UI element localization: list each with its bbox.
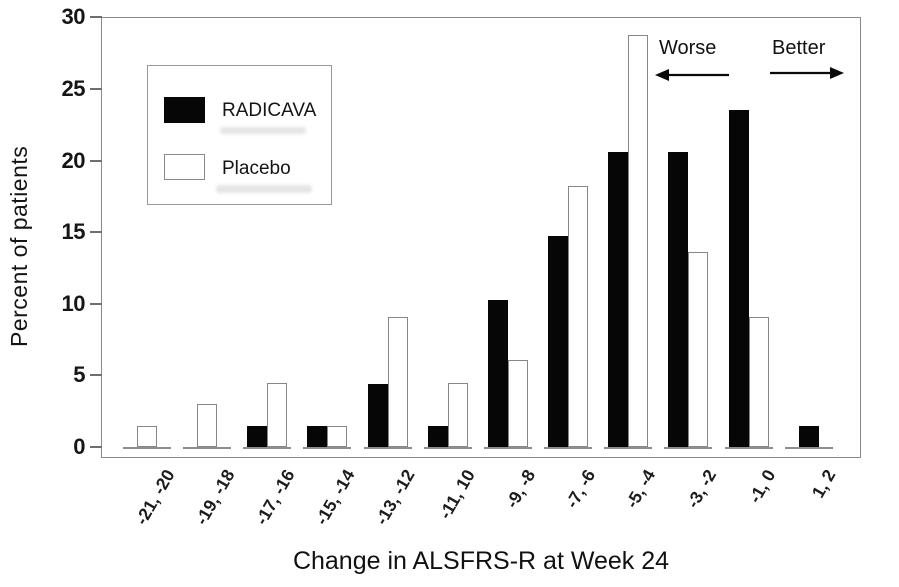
- x-tick-label: -17, -16: [251, 466, 299, 529]
- bar-group: [544, 17, 593, 449]
- y-tick-label: 5: [73, 362, 85, 388]
- legend-label-radicava: RADICAVA: [222, 100, 317, 121]
- x-tick-label: -19, -18: [191, 466, 239, 529]
- bar-group: [664, 17, 713, 449]
- bar-group: [303, 17, 352, 449]
- bar-placebo: [568, 186, 589, 447]
- bar-placebo: [267, 383, 288, 447]
- bar-radicava: [798, 426, 819, 447]
- x-tick-label: -1, 0: [744, 466, 780, 507]
- y-tick-label: 30: [61, 4, 86, 30]
- x-tick-label: -21, -20: [130, 466, 179, 529]
- bar-radicava: [548, 236, 569, 447]
- right-arrow-icon: [770, 67, 844, 79]
- x-axis-title: Change in ALSFRS-R at Week 24: [292, 547, 670, 575]
- y-axis-tick: [90, 302, 102, 305]
- bar-radicava: [728, 110, 749, 447]
- bar-group: [604, 17, 653, 449]
- bar-placebo: [628, 35, 649, 447]
- bar-group: [483, 17, 532, 449]
- y-axis-tick: [90, 16, 102, 19]
- y-tick-label: 0: [73, 434, 85, 459]
- bar-placebo: [507, 360, 528, 447]
- bar-group: [784, 17, 833, 449]
- bar-group: [243, 17, 292, 449]
- x-tick-label: -15, -14: [311, 466, 359, 529]
- x-tick-label: -11, 10: [434, 466, 480, 523]
- y-tick-label: 10: [61, 290, 86, 316]
- bar-placebo: [387, 317, 408, 447]
- bar-radicava: [307, 426, 328, 447]
- bar-placebo: [137, 426, 157, 447]
- bar-radicava: [247, 426, 268, 447]
- y-tick-label: 15: [61, 219, 86, 245]
- bar-placebo: [197, 404, 218, 447]
- bar-placebo: [327, 426, 348, 447]
- legend-swatch-placebo: [164, 154, 205, 180]
- x-tick-label: -7, -6: [561, 466, 600, 512]
- bar-placebo: [447, 383, 468, 447]
- y-axis-tick: [90, 88, 102, 90]
- erased-text-artifact: [220, 127, 306, 134]
- y-axis-title: Percent of patients: [6, 145, 32, 347]
- bar-group: [123, 17, 171, 449]
- bar-group: [183, 17, 232, 449]
- erased-text-artifact: [216, 185, 312, 193]
- worse-annotation-label: Worse: [659, 37, 717, 59]
- bar-placebo: [748, 317, 769, 447]
- bar-radicava: [668, 152, 689, 447]
- y-axis-tick: [90, 231, 102, 234]
- bar-placebo: [688, 252, 709, 447]
- y-axis-tick: [90, 446, 102, 448]
- bar-radicava: [487, 300, 508, 447]
- bar-group: [423, 17, 472, 449]
- bar-group: [724, 17, 773, 449]
- x-tick-label: 1, 2: [808, 466, 840, 502]
- bar-group: [363, 17, 412, 449]
- x-tick-label: -3, -2: [681, 466, 720, 512]
- better-annotation-label: Better: [772, 37, 826, 59]
- legend-label-placebo: Placebo: [222, 158, 291, 179]
- x-tick-label: -5, -4: [621, 466, 660, 512]
- x-tick-label: -13, -12: [371, 466, 419, 529]
- x-tick-label: -9, -8: [501, 466, 540, 512]
- left-arrow-icon: [655, 69, 729, 81]
- legend-swatch-radicava: [164, 97, 205, 123]
- bar-radicava: [367, 384, 388, 447]
- y-tick-label: 20: [61, 147, 86, 173]
- y-axis-tick: [90, 374, 102, 377]
- y-axis-tick: [90, 159, 102, 162]
- legend: RADICAVA Placebo: [147, 65, 332, 205]
- bar-radicava: [427, 426, 448, 447]
- y-tick-label: 25: [61, 76, 86, 101]
- bar-radicava: [608, 152, 629, 447]
